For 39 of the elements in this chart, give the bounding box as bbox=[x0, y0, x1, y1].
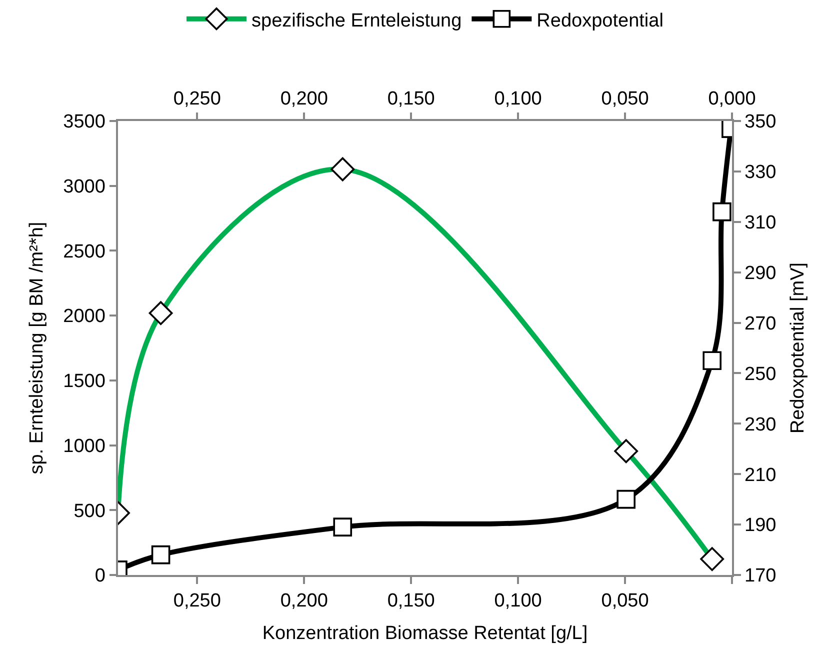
y2-tick-label: 170 bbox=[744, 566, 776, 587]
y2-tick-label: 350 bbox=[744, 112, 776, 133]
x2-tick-label: 0,200 bbox=[280, 88, 328, 110]
y2-tick-label: 230 bbox=[744, 414, 776, 436]
y2-tick-label: 310 bbox=[744, 212, 776, 234]
x2-tick-label: 0,000 bbox=[708, 88, 756, 110]
y2-tick-label: 210 bbox=[744, 464, 776, 486]
x2-tick-label: 0,250 bbox=[173, 88, 221, 110]
x-tick-label: 0,050 bbox=[601, 590, 649, 612]
legend-label: spezifische Ernteleistung bbox=[252, 10, 462, 32]
y2-tick-label: 190 bbox=[744, 515, 776, 536]
legend-label: Redoxpotential bbox=[536, 10, 664, 32]
y2-tick-label: 270 bbox=[744, 313, 776, 334]
y-tick-label: 0 bbox=[94, 566, 106, 587]
x2-tick-label: 0,150 bbox=[387, 88, 435, 110]
y2-tick-label: 250 bbox=[744, 364, 776, 385]
x2-tick-label: 0,050 bbox=[601, 88, 649, 110]
x-tick-label: 0,100 bbox=[494, 590, 542, 612]
y-tick-label: 3000 bbox=[63, 176, 106, 198]
point bbox=[702, 351, 722, 370]
point bbox=[151, 545, 170, 564]
point bbox=[712, 202, 732, 222]
y-axis-title: sp. Ernteleistung [g BM /m²*h] bbox=[26, 222, 48, 474]
point bbox=[616, 490, 636, 509]
y2-tick-label: 330 bbox=[744, 162, 776, 184]
y-tick-label: 1000 bbox=[63, 436, 106, 457]
x-tick-label: 0,250 bbox=[173, 590, 221, 612]
x-tick-label: 0,200 bbox=[280, 590, 328, 612]
x-tick-label: 0,150 bbox=[387, 590, 435, 612]
y-tick-label: 1500 bbox=[63, 371, 106, 392]
x2-tick-label: 0,100 bbox=[494, 88, 542, 110]
y-tick-label: 500 bbox=[74, 500, 106, 522]
x-axis-title: Konzentration Biomasse Retentat [g/L] bbox=[262, 622, 588, 644]
y-tick-label: 2000 bbox=[63, 306, 106, 328]
y-tick-label: 2500 bbox=[63, 241, 106, 262]
y2-tick-label: 290 bbox=[744, 262, 776, 284]
point bbox=[333, 518, 352, 536]
y2-axis-title: Redoxpotential [mV] bbox=[788, 262, 809, 434]
y-tick-label: 3500 bbox=[63, 112, 106, 133]
